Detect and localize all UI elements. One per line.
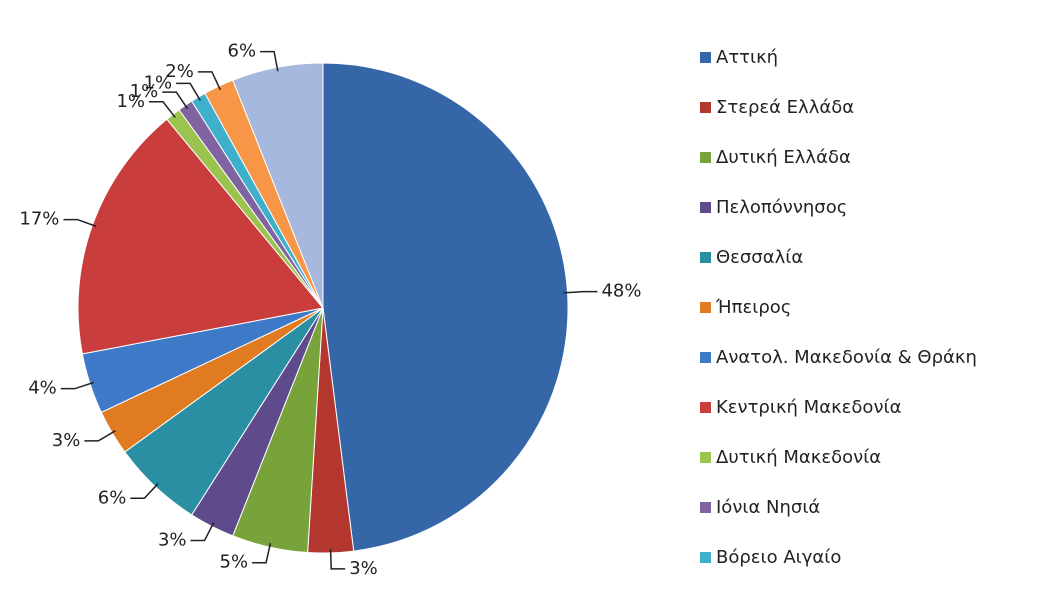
legend-swatch <box>700 402 711 413</box>
legend-swatch <box>700 102 711 113</box>
leader-line <box>176 82 201 101</box>
leader-line <box>162 91 189 110</box>
leader-line <box>190 522 215 542</box>
legend-label: Βόρειο Αιγαίο <box>716 547 841 568</box>
data-label: 1% <box>144 72 173 93</box>
leader-line <box>149 101 176 119</box>
data-label: 3% <box>158 530 187 551</box>
legend-swatch <box>700 452 711 463</box>
leader-line <box>84 430 116 442</box>
legend-label: Πελοπόννησος <box>716 197 847 218</box>
leader-line <box>252 543 272 564</box>
legend-label: Ιόνια Νησιά <box>716 497 820 518</box>
data-label: 17% <box>19 209 59 230</box>
pie-slice <box>322 62 569 552</box>
legend-label: Αττική <box>716 47 778 68</box>
legend-swatch <box>700 202 711 213</box>
legend-swatch <box>700 152 711 163</box>
data-label: 1% <box>116 91 145 112</box>
leader-line <box>60 381 95 390</box>
leader-line <box>197 71 222 91</box>
data-label: 1% <box>130 81 159 102</box>
data-label: 5% <box>220 552 249 573</box>
legend-label: Δυτική Μακεδονία <box>716 447 881 468</box>
legend-swatch <box>700 352 711 363</box>
data-label: 2% <box>165 61 194 82</box>
legend-label: Στερεά Ελλάδα <box>716 97 854 118</box>
leader-line <box>130 483 159 500</box>
leader-line <box>260 50 279 72</box>
data-label: 4% <box>28 378 57 399</box>
legend-label: Κεντρική Μακεδονία <box>716 397 901 418</box>
data-label: 48% <box>601 281 641 302</box>
leader-line <box>563 290 598 294</box>
leader-line <box>329 548 346 570</box>
legend-label: Δυτική Ελλάδα <box>716 147 851 168</box>
legend-label: Ήπειρος <box>715 297 791 318</box>
legend-label: Ανατολ. Μακεδονία & Θράκη <box>716 347 977 368</box>
leader-line <box>63 218 97 228</box>
data-label: 6% <box>98 487 127 508</box>
data-label: 6% <box>228 41 257 62</box>
legend-swatch <box>700 552 711 563</box>
legend-swatch <box>700 502 711 513</box>
legend-swatch <box>700 52 711 63</box>
data-label: 3% <box>349 558 378 579</box>
legend-swatch <box>700 302 711 313</box>
data-label: 3% <box>52 430 81 451</box>
legend-swatch <box>700 252 711 263</box>
legend-label: Θεσσαλία <box>716 247 803 268</box>
